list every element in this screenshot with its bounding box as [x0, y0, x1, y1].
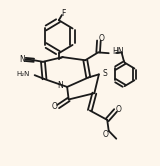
Text: N: N — [20, 55, 25, 64]
Text: O: O — [116, 105, 121, 114]
Text: HN: HN — [112, 47, 124, 56]
Text: O: O — [51, 102, 57, 111]
Text: F: F — [61, 9, 66, 18]
Text: N: N — [58, 81, 63, 90]
Text: O: O — [103, 129, 109, 138]
Text: H₂N: H₂N — [17, 71, 30, 77]
Text: O: O — [99, 34, 105, 43]
Text: S: S — [103, 69, 107, 78]
